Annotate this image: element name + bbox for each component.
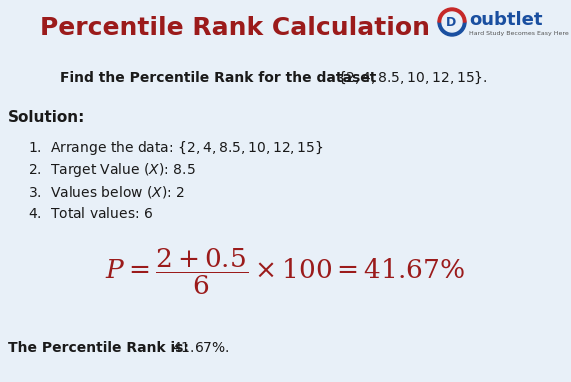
Text: oubtlet: oubtlet [469,11,542,29]
Wedge shape [438,22,466,36]
Text: 3.  Values below $(X)$: 2: 3. Values below $(X)$: 2 [28,184,185,200]
Text: The Percentile Rank is:: The Percentile Rank is: [8,341,194,355]
Text: Hard Study Becomes Easy Here: Hard Study Becomes Easy Here [469,31,569,37]
Text: Percentile Rank Calculation: Percentile Rank Calculation [40,16,430,40]
Text: 2.  Target Value $(X)$: 8.5: 2. Target Value $(X)$: 8.5 [28,161,196,179]
Text: 4.  Total values: $6$: 4. Total values: $6$ [28,207,154,222]
Text: 1.  Arrange the data: $\{2, 4, 8.5, 10, 12, 15\}$: 1. Arrange the data: $\{2, 4, 8.5, 10, 1… [28,139,324,157]
Wedge shape [438,8,466,22]
Text: Find the Percentile Rank for the dataset: Find the Percentile Rank for the dataset [60,71,381,85]
Text: $41.67\%$.: $41.67\%$. [172,341,230,355]
Text: $P = \dfrac{2 + 0.5}{6} \times 100 = 41.67\%$: $P = \dfrac{2 + 0.5}{6} \times 100 = 41.… [105,247,465,297]
Wedge shape [442,12,462,32]
Text: $\{2, 4, 8.5, 10, 12, 15\}.$: $\{2, 4, 8.5, 10, 12, 15\}.$ [337,70,488,86]
Text: Solution:: Solution: [8,110,86,126]
Text: D: D [446,16,456,29]
